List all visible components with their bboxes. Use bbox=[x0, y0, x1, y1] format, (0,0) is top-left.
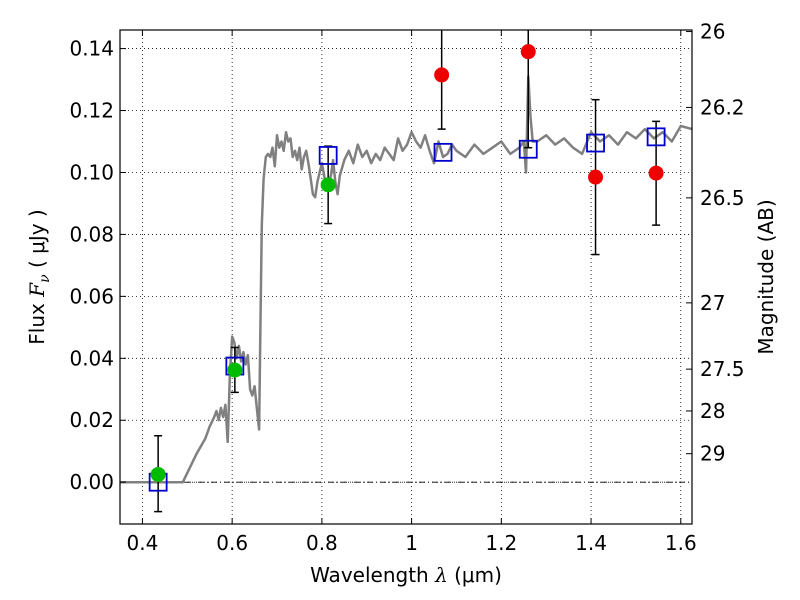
observed-flux-red-point-3 bbox=[648, 165, 664, 181]
mag-tick-label-1: 26.2 bbox=[700, 95, 745, 119]
tick-layer bbox=[120, 30, 692, 524]
mag-tick-label-0: 26 bbox=[700, 20, 725, 44]
right-axis-label: Magnitude (AB) bbox=[754, 199, 778, 354]
observed-flux-green-point-1 bbox=[227, 362, 243, 378]
y-tick-label-1: 0.02 bbox=[69, 408, 114, 432]
observed-flux-red-point-0 bbox=[434, 67, 450, 83]
model-square-4 bbox=[518, 139, 538, 159]
x-tick-label-0: 0.4 bbox=[127, 531, 159, 555]
y-axis-label-prefix: Flux bbox=[25, 297, 49, 345]
y-axis-label-math: F bbox=[25, 282, 49, 298]
y-tick-label-5: 0.10 bbox=[69, 160, 114, 184]
y-tick-label-7: 0.14 bbox=[69, 37, 114, 61]
observed-flux-red-point-2 bbox=[588, 169, 604, 185]
observed-flux-green-point-2 bbox=[320, 177, 336, 193]
y-tick-label-0: 0.00 bbox=[69, 470, 114, 494]
x-axis-label-suffix: (μm) bbox=[448, 563, 502, 587]
errorbar-layer bbox=[154, 30, 661, 513]
observed-flux-green-point-0 bbox=[150, 466, 166, 482]
x-tick-label-5: 1.4 bbox=[575, 531, 607, 555]
spectrum-layer bbox=[120, 75, 693, 484]
mag-tick-label-2: 26.5 bbox=[700, 186, 745, 210]
x-axis-label-math: λ bbox=[434, 563, 448, 587]
mag-tick-label-6: 29 bbox=[700, 442, 725, 466]
y-tick-label-4: 0.08 bbox=[69, 222, 114, 246]
grid-layer bbox=[120, 30, 692, 524]
mag-tick-label-4: 27.5 bbox=[700, 357, 745, 381]
mag-tick-label-5: 28 bbox=[700, 399, 725, 423]
model-square-6 bbox=[646, 127, 666, 147]
x-tick-label-6: 1.6 bbox=[665, 531, 697, 555]
x-axis-label: Wavelength λ (μm) bbox=[310, 563, 502, 587]
plot-frame bbox=[119, 29, 693, 525]
spectrum-line bbox=[120, 75, 693, 484]
observed-flux-red-point-1 bbox=[520, 44, 536, 60]
y-tick-label-2: 0.04 bbox=[69, 346, 114, 370]
marker-layer bbox=[148, 44, 666, 492]
label-layer: 0.4 0.6 0.8 1 1.2 1.4 1.6 0.00 0.02 0.04 0.06 0.08 0… bbox=[69, 20, 744, 555]
x-tick-label-1: 0.6 bbox=[216, 531, 248, 555]
model-square-3 bbox=[433, 142, 453, 162]
mag-tick-label-3: 27 bbox=[700, 291, 725, 315]
y-axis-label-suffix: ( μJy ) bbox=[25, 209, 49, 274]
model-square-5 bbox=[586, 133, 605, 153]
model-square-2 bbox=[318, 146, 338, 165]
y-tick-label-3: 0.06 bbox=[69, 284, 114, 308]
y-axis-label-sub: ν bbox=[37, 274, 53, 283]
x-axis-label-prefix: Wavelength bbox=[310, 563, 435, 587]
y-axis-label: Flux Fν ( μJy ) bbox=[25, 209, 53, 344]
x-tick-label-4: 1.2 bbox=[485, 531, 517, 555]
x-tick-label-2: 0.8 bbox=[306, 531, 338, 555]
y-tick-label-6: 0.12 bbox=[69, 99, 114, 123]
x-tick-label-3: 1 bbox=[405, 531, 418, 555]
